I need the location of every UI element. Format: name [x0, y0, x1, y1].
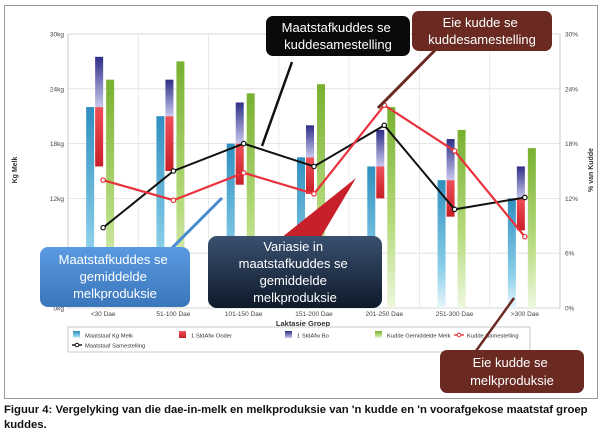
bar-kudde-gemiddelde-melk [106, 79, 115, 309]
bar-stdafw-onder [235, 143, 244, 185]
callout-variasie: Variasie in maatstafkuddes se gemiddelde… [239, 239, 352, 305]
bar-stdafw-bo [165, 79, 174, 117]
legend-swatch [179, 331, 186, 338]
y-tick-label: 30kg [50, 32, 64, 39]
bar-kudde-gemiddelde-melk [246, 93, 255, 308]
y2-tick-label: 12% [565, 196, 578, 203]
legend-label: 1 StdAfw Bo [297, 333, 329, 339]
legend-swatch [73, 331, 80, 338]
bar-maatstaf-kg-melk [86, 107, 95, 308]
y2-tick-label: 0% [565, 306, 575, 313]
y-tick-label: 12kg [50, 196, 64, 203]
lines [100, 102, 528, 240]
legend-label: Maatstaaf Kg Melk [85, 333, 133, 339]
y-tick-label: 18kg [50, 141, 64, 148]
bar-stdafw-onder [446, 180, 455, 217]
bar-kudde-gemiddelde-melk [387, 107, 396, 308]
callout-maatstaf-melk: Maatstafkuddes se gemiddelde melkproduks… [59, 252, 172, 301]
legend-label: Kudde Gemiddelde Melk [387, 333, 451, 339]
legend-label: Maatstaaf Samestelling [85, 343, 145, 349]
point-kudde-samestelling [170, 197, 177, 204]
point-kudde-samestelling [451, 148, 458, 154]
bar-stdafw-onder [376, 166, 385, 199]
y2-tick-label: 18% [565, 141, 578, 148]
callout-eie-samestelling: Eie kudde se kuddesamestelling [428, 15, 536, 47]
y-tick-label: 0kg [54, 306, 65, 313]
bar-stdafw-bo [306, 125, 314, 158]
legend-swatch [375, 331, 382, 338]
point-kudde-samestelling [311, 191, 317, 197]
bar-stdafw-onder [306, 157, 314, 194]
bar-stdafw-onder [95, 107, 104, 167]
callout-box-maatstaf-melk [40, 247, 190, 307]
bar-maatstaf-kg-melk [226, 143, 235, 308]
bar-stdafw-bo [95, 56, 104, 108]
y2-tick-label: 30% [565, 32, 578, 39]
axes: 0kg0%6kg6%12kg12%18kg18%24kg24%30kg30%<3… [50, 32, 578, 319]
bar-stdafw-onder [516, 198, 525, 231]
callout-box-eie-melk [440, 350, 584, 393]
callouts: Maatstafkuddes se kuddesamestelling Eie … [40, 11, 584, 393]
bar-stdafw-onder [165, 116, 174, 171]
bar-stdafw-bo [376, 129, 385, 167]
bar-stdafw-bo [235, 102, 244, 144]
y2-axis-title: % van Kudde [588, 148, 595, 192]
x-tick-label: >300 Dae [511, 311, 540, 318]
x-tick-label: 151-200 Dae [295, 311, 333, 318]
bar-maatstaf-kg-melk [156, 116, 165, 308]
y2-tick-label: 24% [565, 86, 578, 93]
legend-swatch [74, 342, 80, 348]
callout-box-maatstaf-samestelling [266, 16, 410, 56]
callout-box-eie-samestelling [412, 11, 552, 51]
pointer-variasie [276, 178, 356, 242]
point-maatstaf-samestelling [381, 122, 388, 129]
y-axis-title: Kg Melk [12, 156, 19, 183]
point-maatstaf-samestelling [522, 194, 528, 201]
bar-kudde-gemiddelde-melk [317, 84, 325, 308]
bar-maatstaf-kg-melk [507, 198, 516, 308]
legend-label: Kudde Samestelling [467, 333, 519, 339]
legend-label: 1 StdAfw Onder [191, 333, 232, 339]
legend-swatch [285, 331, 292, 338]
bar-maatstaf-kg-melk [437, 180, 446, 308]
bar-kudde-gemiddelde-melk [527, 148, 536, 308]
point-kudde-samestelling [240, 170, 247, 176]
point-maatstaf-samestelling [240, 140, 247, 147]
bar-kudde-gemiddelde-melk [457, 129, 466, 308]
callout-maatstaf-samestelling: Maatstafkuddes se kuddesamestelling [282, 20, 395, 52]
point-maatstaf-samestelling [311, 163, 317, 170]
point-maatstaf-samestelling [451, 206, 458, 213]
point-maatstaf-samestelling [170, 168, 177, 174]
legend-swatch [456, 332, 462, 338]
pointer-maatstaf-samestelling [260, 61, 294, 147]
bar-kudde-gemiddelde-melk [176, 61, 185, 309]
x-tick-label: <30 Dae [91, 311, 116, 318]
x-axis-title: Laktasie Groep [276, 319, 331, 328]
callout-eie-melk: Eie kudde se melkproduksie [470, 355, 554, 388]
point-kudde-samestelling [522, 233, 528, 240]
x-tick-label: 101-150 Dae [225, 311, 263, 318]
legend-box [67, 326, 531, 353]
chart: 0kg0%6kg6%12kg12%18kg18%24kg24%30kg30%<3… [12, 11, 595, 393]
y-tick-label: 24kg [50, 86, 64, 93]
x-tick-label: 251-300 Dae [436, 311, 474, 318]
x-tick-label: 201-250 Dae [365, 311, 403, 318]
y2-tick-label: 6% [565, 251, 575, 258]
callout-box-variasie [208, 236, 382, 308]
bar-stdafw-bo [446, 139, 455, 181]
x-tick-label: 51-100 Dae [156, 311, 190, 318]
legend: Maatstaaf Kg Melk 1 StdAfw Onder 1 StdAfw … [67, 326, 531, 353]
bar-stdafw-bo [516, 166, 525, 199]
point-kudde-samestelling [100, 177, 106, 183]
point-maatstaf-samestelling [100, 224, 106, 231]
figure-caption: Figuur 4: Vergelyking van die dae-in-mel… [4, 404, 588, 431]
